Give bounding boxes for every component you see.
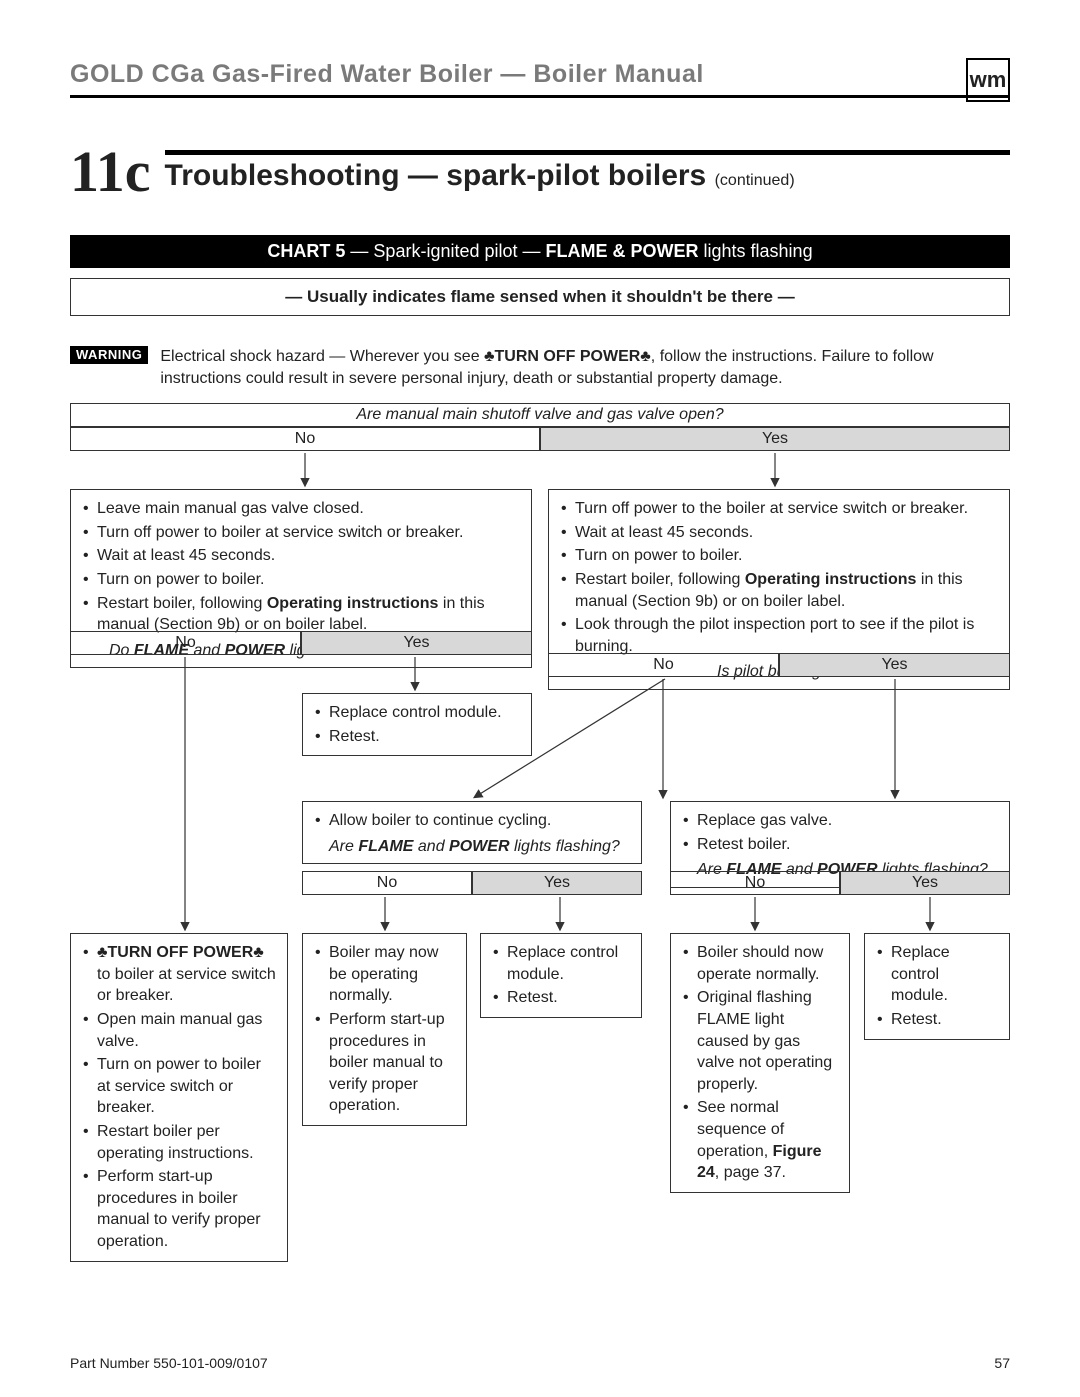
list-item: Retest. xyxy=(311,726,521,748)
header-rule xyxy=(70,95,1010,98)
list-item: Turn off power to the boiler at service … xyxy=(557,498,999,520)
list-item: Open main manual gas valve. xyxy=(79,1009,277,1052)
flow-q1: Are manual main shutoff valve and gas va… xyxy=(70,403,1010,427)
list-item: Wait at least 45 seconds. xyxy=(79,545,521,567)
warning-block: WARNING Electrical shock hazard — Wherev… xyxy=(70,346,1010,389)
final-right-no: Boiler should now operate normally.Origi… xyxy=(670,933,850,1193)
chart-note: — Usually indicates flame sensed when it… xyxy=(70,278,1010,316)
chart-title-bar: CHART 5 — Spark-ignited pilot — FLAME & … xyxy=(70,235,1010,268)
list-item: Original flashing FLAME light caused by … xyxy=(679,987,839,1095)
left-q-yes: Yes xyxy=(301,631,532,655)
list-item: Look through the pilot inspection port t… xyxy=(557,614,999,657)
list-item: Retest. xyxy=(489,987,631,1009)
list-item: Turn on power to boiler. xyxy=(557,545,999,567)
warning-badge: WARNING xyxy=(70,346,148,364)
final-right-yes: Replace control module.Retest. xyxy=(864,933,1010,1039)
replace-module-box: Replace control module.Retest. xyxy=(302,693,532,756)
final-left: ♣TURN OFF POWER♣ to boiler at service sw… xyxy=(70,933,288,1261)
q1-yes: Yes xyxy=(540,427,1010,451)
list-item: Turn on power to boiler. xyxy=(79,569,521,591)
rmid-yes: Yes xyxy=(840,871,1010,895)
list-item: Retest. xyxy=(873,1009,999,1031)
flowchart: Are manual main shutoff valve and gas va… xyxy=(70,403,1010,1283)
cycling-box: Allow boiler to continue cycling. Are FL… xyxy=(302,801,642,864)
q1-no: No xyxy=(70,427,540,451)
list-item: Boiler may now be operating normally. xyxy=(311,942,456,1007)
section-title: Troubleshooting — spark-pilot boilers (c… xyxy=(165,159,1010,193)
page-footer: Part Number 550-101-009/0107 57 xyxy=(70,1355,1010,1371)
list-item: Replace control module. xyxy=(311,702,521,724)
part-number: Part Number 550-101-009/0107 xyxy=(70,1355,268,1371)
manual-title: GOLD CGa Gas-Fired Water Boiler — Boiler… xyxy=(70,60,1010,89)
list-item: Wait at least 45 seconds. xyxy=(557,522,999,544)
list-item: ♣TURN OFF POWER♣ to boiler at service sw… xyxy=(79,942,277,1007)
list-item: Turn on power to boiler at service switc… xyxy=(79,1054,277,1119)
list-item: Boiler should now operate normally. xyxy=(679,942,839,985)
final-mid-no: Boiler may now be operating normally.Per… xyxy=(302,933,467,1126)
list-item: Replace control module. xyxy=(873,942,999,1007)
right-q-no: No xyxy=(548,653,779,677)
list-item: Replace control module. xyxy=(489,942,631,985)
section-rule xyxy=(165,150,1010,155)
left-q-no: No xyxy=(70,631,301,655)
brand-logo: wm xyxy=(966,58,1010,102)
page-number: 57 xyxy=(994,1355,1010,1371)
final-mid-yes: Replace control module.Retest. xyxy=(480,933,642,1018)
list-item: Perform start-up procedures in boiler ma… xyxy=(311,1009,456,1117)
warning-text: Electrical shock hazard — Wherever you s… xyxy=(160,346,1010,389)
list-item: Restart boiler, following Operating inst… xyxy=(79,593,521,636)
section-number: 11c xyxy=(70,138,151,205)
list-item: Allow boiler to continue cycling. xyxy=(311,810,631,832)
list-item: See normal sequence of operation, Figure… xyxy=(679,1097,839,1183)
section-heading: 11c Troubleshooting — spark-pilot boiler… xyxy=(70,138,1010,205)
list-item: Turn off power to boiler at service swit… xyxy=(79,522,521,544)
mid-yes: Yes xyxy=(472,871,642,895)
list-item: Restart boiler, following Operating inst… xyxy=(557,569,999,612)
list-item: Perform start-up procedures in boiler ma… xyxy=(79,1166,277,1252)
rmid-no: No xyxy=(670,871,840,895)
right-q-yes: Yes xyxy=(779,653,1010,677)
list-item: Restart boiler per operating instruction… xyxy=(79,1121,277,1164)
list-item: Replace gas valve. xyxy=(679,810,999,832)
list-item: Retest boiler. xyxy=(679,834,999,856)
mid-no: No xyxy=(302,871,472,895)
list-item: Leave main manual gas valve closed. xyxy=(79,498,521,520)
